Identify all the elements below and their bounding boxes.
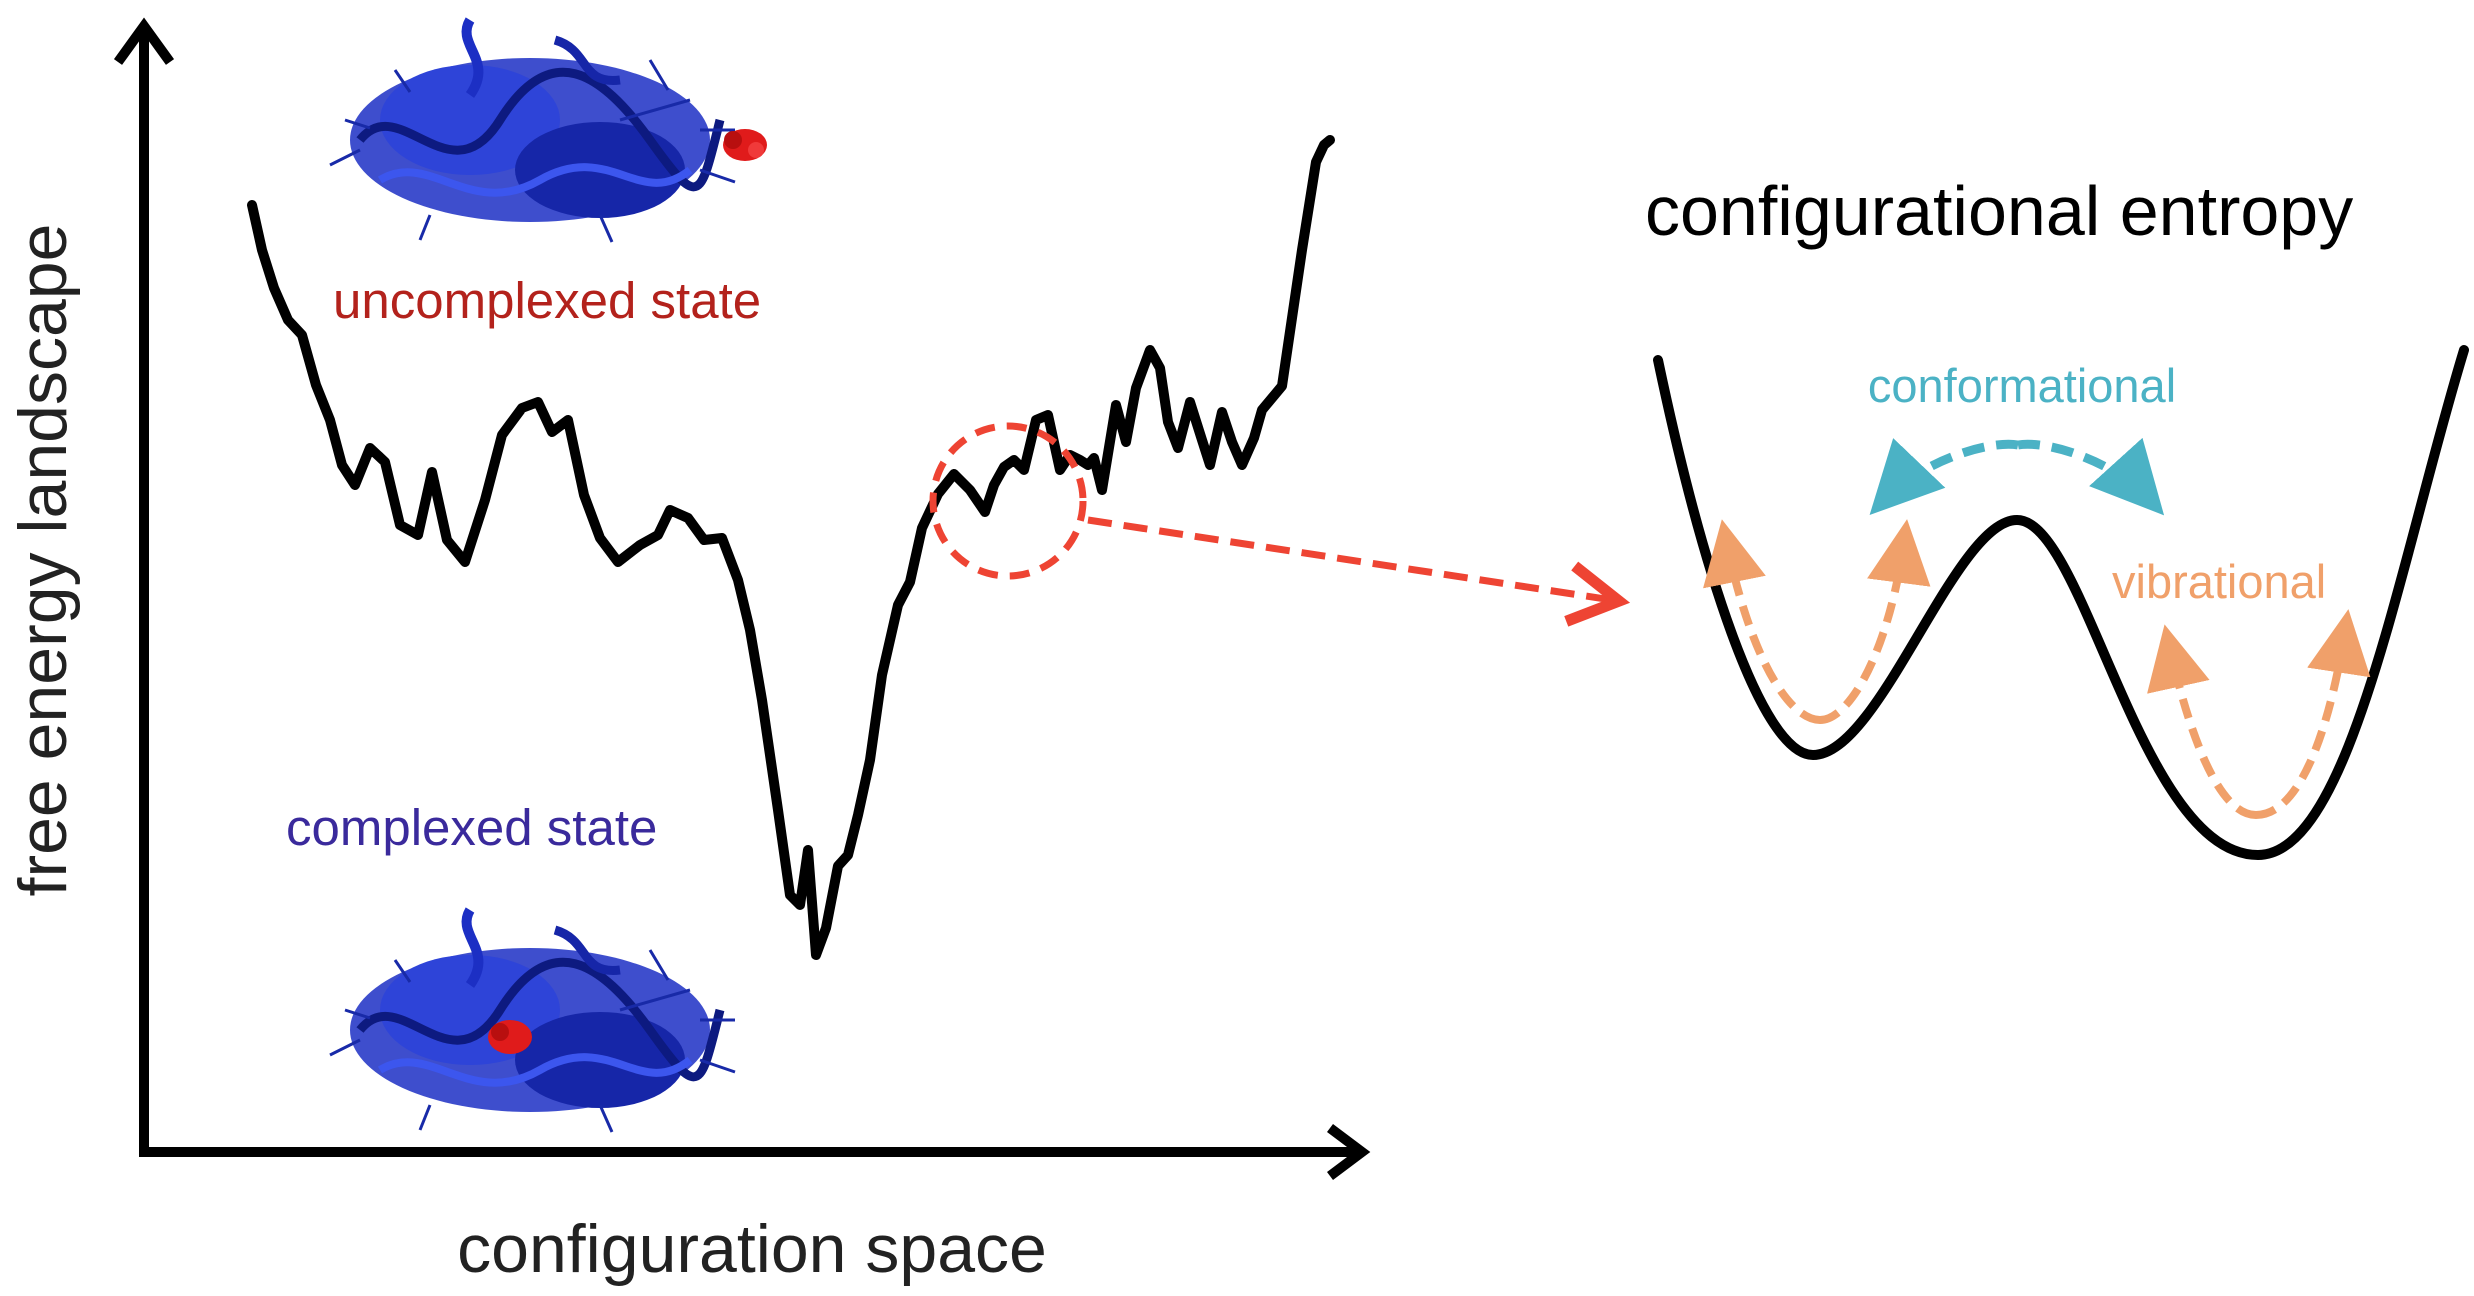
vibrational-arrow-right-well-b [2255,609,2371,819]
zoom-arrow [1087,516,1631,627]
y-axis-arrowhead [113,17,175,65]
vibrational-arrow-left-well-b [1819,519,1931,724]
vibrational-arrow-right-well [2147,624,2257,819]
complexed-state-label: complexed state [286,799,657,856]
uncomplexed-state-label: uncomplexed state [333,272,761,329]
energy-curve [247,135,1335,960]
energy-landscape-panel: free energy landscape configuration spac… [5,17,1631,1287]
x-axis-arrowhead [1327,1124,1371,1180]
double-well-curve [1653,345,2469,861]
conformational-arrow [1869,438,2019,516]
zoom-circle [929,422,1087,580]
x-axis-label: configuration space [457,1211,1047,1287]
y-axis-label: free energy landscape [5,224,81,897]
vibrational-arrow-left-well [1703,519,1821,724]
complexed-protein-image [329,907,736,1133]
vibrational-label: vibrational [2112,555,2326,608]
conformational-arrow-right [2017,437,2165,516]
configurational-entropy-panel: configurational entropy conformational v… [1645,172,2469,861]
panel-title: configurational entropy [1645,172,2353,250]
conformational-label: conformational [1868,359,2176,412]
uncomplexed-protein-image [329,17,767,243]
